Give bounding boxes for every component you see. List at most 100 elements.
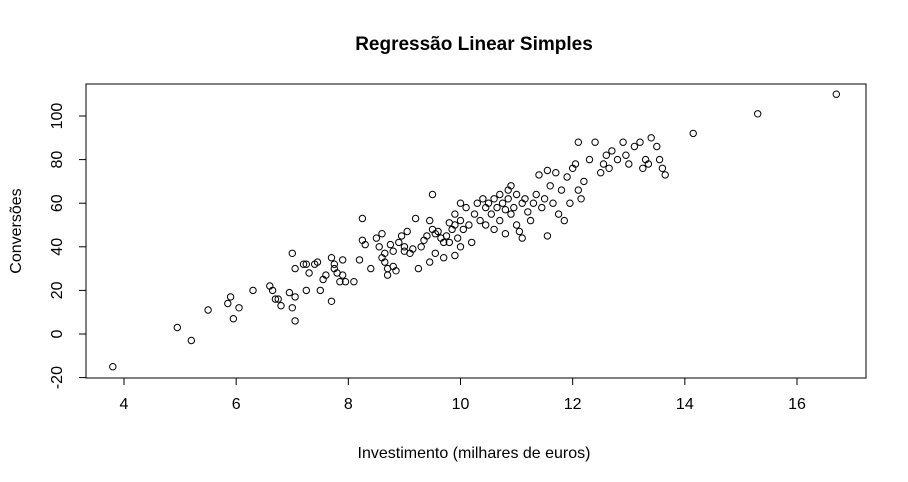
data-point (613, 155, 622, 164)
data-point (316, 286, 324, 295)
data-point (327, 254, 336, 262)
data-point (339, 271, 347, 279)
x-tick-label: 6 (232, 396, 241, 413)
data-point (625, 160, 633, 168)
data-point (302, 260, 310, 268)
y-tick-label: 80 (49, 151, 66, 169)
data-point (479, 195, 487, 203)
y-tick-label: 60 (49, 194, 66, 212)
data-point (540, 195, 549, 203)
data-point (546, 182, 554, 190)
y-tick-label: 100 (49, 103, 66, 130)
data-point (574, 186, 582, 194)
data-point (305, 269, 313, 277)
data-point (501, 230, 510, 238)
data-point (639, 164, 647, 173)
data-point (456, 199, 465, 207)
data-point (563, 173, 571, 181)
data-point (375, 243, 383, 251)
data-point (462, 203, 470, 212)
x-axis: 4 6 8 10 12 14 16 (120, 377, 806, 413)
data-point (577, 195, 585, 203)
data-point (661, 171, 669, 179)
data-point (507, 182, 515, 190)
data-point (271, 295, 280, 303)
data-point (515, 227, 524, 236)
data-point (532, 190, 540, 199)
data-point (574, 138, 582, 146)
data-point (361, 240, 369, 249)
data-point (440, 238, 448, 247)
data-point (608, 147, 616, 155)
data-point (358, 214, 367, 223)
data-point (109, 363, 117, 371)
data-point (498, 199, 507, 207)
data-point (426, 258, 434, 266)
data-point (411, 214, 420, 223)
data-point (378, 230, 386, 238)
data-point (496, 216, 504, 225)
data-point (372, 234, 381, 242)
data-point (431, 249, 439, 258)
data-point (496, 190, 504, 199)
data-point (400, 243, 409, 251)
data-point (235, 304, 243, 312)
data-point (501, 206, 510, 214)
data-point (521, 195, 529, 203)
data-point (291, 317, 299, 325)
data-point (229, 315, 238, 323)
data-point (754, 110, 762, 118)
x-tick-label: 14 (676, 396, 694, 413)
data-point (409, 245, 417, 253)
data-point (327, 297, 336, 305)
data-point (451, 221, 459, 229)
x-tick-label: 16 (788, 396, 806, 413)
data-point (518, 234, 526, 242)
data-point (535, 171, 543, 179)
y-tick-label: 0 (49, 329, 66, 338)
data-point (504, 195, 512, 203)
data-point (414, 264, 423, 273)
data-point (552, 169, 560, 177)
data-point (510, 203, 518, 212)
data-point (470, 210, 479, 218)
data-point (454, 234, 462, 242)
y-tick-label: 40 (49, 238, 66, 256)
data-point (313, 258, 322, 266)
y-axis-label: Conversões (8, 188, 25, 273)
y-tick-label: -20 (49, 366, 66, 389)
data-point (473, 199, 481, 207)
data-point (224, 299, 232, 308)
data-point (456, 243, 465, 251)
data-point (507, 210, 515, 218)
data-point (644, 160, 653, 168)
data-point (605, 164, 613, 173)
data-point (285, 288, 294, 297)
data-point (386, 240, 395, 249)
data-point (249, 286, 257, 295)
data-point (288, 304, 296, 312)
data-point (339, 256, 347, 264)
data-point (602, 151, 610, 159)
data-point (389, 247, 397, 255)
data-point (619, 138, 627, 146)
data-point (490, 195, 498, 203)
y-tick-label: 20 (49, 281, 66, 299)
data-point (512, 190, 521, 199)
data-point (291, 264, 299, 273)
data-point (512, 221, 521, 229)
data-point (341, 278, 350, 286)
data-point (566, 199, 574, 207)
data-point (543, 166, 552, 175)
data-point (381, 249, 389, 258)
data-point (440, 254, 448, 262)
data-point (524, 208, 532, 216)
data-point (423, 232, 431, 240)
data-point (403, 227, 411, 236)
chart-title: Regressão Linear Simples (355, 34, 593, 55)
x-tick-label: 12 (564, 396, 582, 413)
data-point (493, 203, 501, 212)
data-point (299, 260, 308, 268)
data-point (585, 155, 594, 164)
